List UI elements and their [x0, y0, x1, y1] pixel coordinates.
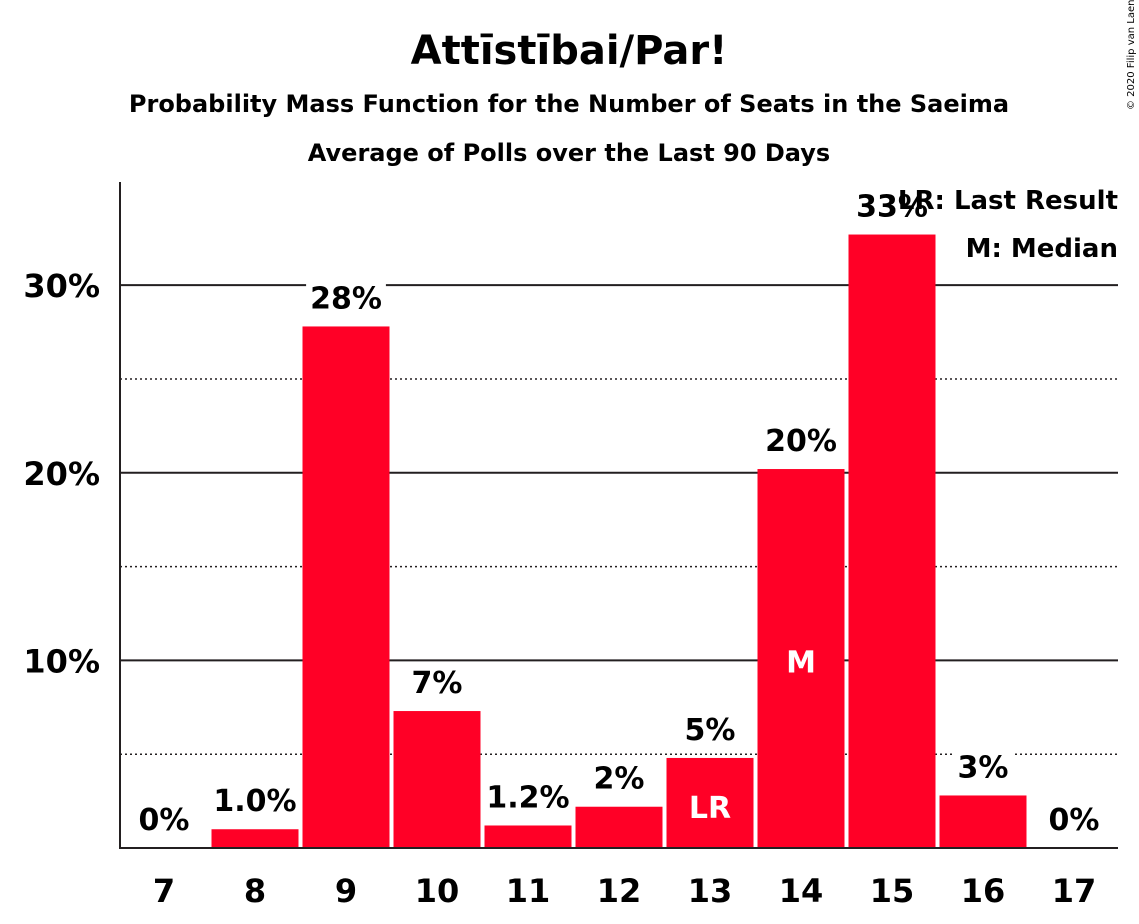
bars — [211, 234, 1027, 849]
value-label-16: 3% — [958, 750, 1009, 785]
label-halo — [209, 782, 301, 822]
label-halo — [407, 664, 467, 704]
y-tick-20: 20% — [23, 455, 100, 493]
value-label-15: 33% — [856, 190, 928, 225]
x-tick-labels: 7 8 9 10 11 12 13 14 15 16 17 — [153, 872, 1096, 910]
label-halo — [680, 710, 740, 750]
x-tick-16: 16 — [961, 872, 1006, 910]
legend-median: M: Median — [966, 234, 1118, 264]
gridlines — [120, 284, 1118, 755]
label-halo — [953, 748, 1013, 788]
value-label-9: 28% — [310, 281, 382, 316]
y-tick-30: 30% — [23, 267, 100, 305]
bar-9 — [302, 326, 390, 849]
value-labels: 0% 1.0% 28% 7% 1.2% 2% 5% LR 20% M 33% 3% 0% — [134, 187, 1104, 840]
x-tick-13: 13 — [688, 872, 733, 910]
value-label-11: 1.2% — [486, 780, 569, 815]
bar-15 — [848, 234, 936, 849]
x-tick-17: 17 — [1052, 872, 1097, 910]
label-halo — [134, 801, 194, 840]
label-halo — [482, 778, 574, 818]
bar-13 — [666, 757, 754, 848]
value-label-13: 5% — [685, 713, 736, 748]
x-tick-9: 9 — [335, 872, 357, 910]
value-label-8: 1.0% — [213, 784, 296, 819]
value-label-10: 7% — [412, 666, 463, 701]
x-tick-11: 11 — [506, 872, 551, 910]
value-label-14: 20% — [765, 424, 837, 459]
value-label-7: 0% — [139, 803, 190, 838]
bar-14 — [757, 469, 845, 848]
label-halo — [589, 759, 649, 799]
x-tick-7: 7 — [153, 872, 175, 910]
x-tick-14: 14 — [779, 872, 824, 910]
x-tick-8: 8 — [244, 872, 266, 910]
chart-title: Attīstībai/Par! — [411, 28, 728, 74]
y-tick-labels: 10% 20% 30% — [23, 267, 100, 680]
label-halo — [306, 279, 386, 319]
chart-subtitle-2: Average of Polls over the Last 90 Days — [308, 139, 830, 167]
bar-8 — [211, 829, 299, 848]
chart-subtitle: Probability Mass Function for the Number… — [129, 90, 1009, 118]
label-halo — [761, 422, 841, 462]
bar-12 — [575, 806, 663, 848]
label-halo — [852, 187, 932, 227]
x-tick-12: 12 — [597, 872, 642, 910]
x-tick-15: 15 — [870, 872, 915, 910]
bar-11 — [484, 825, 572, 848]
bar-marker-m: M — [786, 645, 816, 680]
copyright-notice: © 2020 Filip van Laenen — [1126, 0, 1137, 110]
value-label-17: 0% — [1049, 803, 1100, 838]
bar-10 — [393, 711, 481, 848]
x-tick-10: 10 — [415, 872, 460, 910]
y-tick-10: 10% — [23, 642, 100, 680]
axes — [119, 182, 1118, 849]
legend-last-result: LR: Last Result — [898, 186, 1118, 216]
bar-marker-lr: LR — [689, 791, 731, 826]
bar-16 — [939, 795, 1027, 848]
value-label-12: 2% — [594, 762, 645, 797]
label-halo — [1044, 801, 1104, 840]
